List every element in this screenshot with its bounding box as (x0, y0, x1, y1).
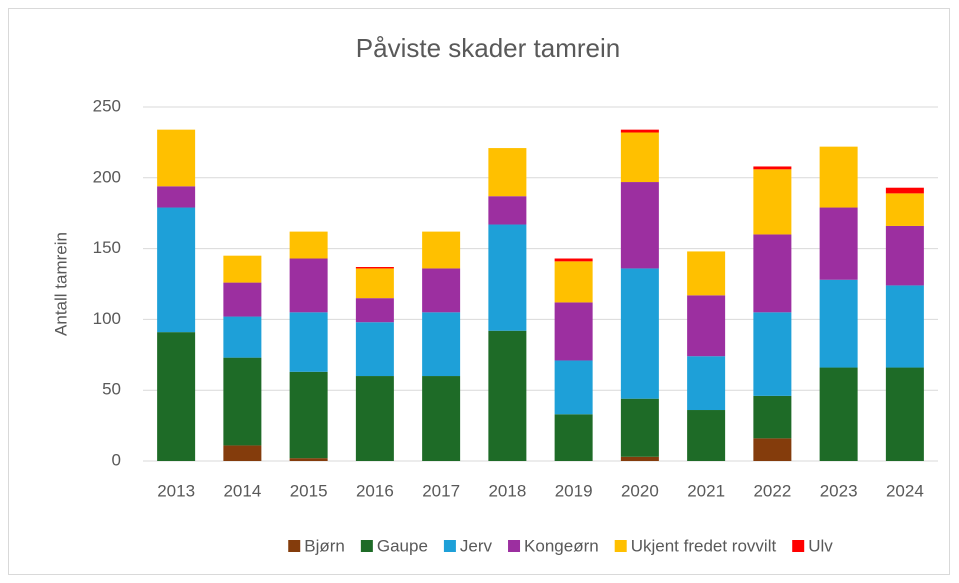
bar-segment (554, 258, 593, 262)
y-tick-label: 150 (93, 238, 121, 257)
x-tick-label: 2020 (621, 481, 659, 500)
bar-segment (687, 356, 726, 411)
bar-segment (355, 268, 394, 299)
bar-segment (289, 231, 328, 259)
bar-segment (753, 166, 792, 170)
bar-segment (355, 376, 394, 461)
legend-swatch (792, 540, 805, 552)
x-tick-label: 2023 (820, 481, 858, 500)
bar-segment (488, 148, 527, 197)
bar-segment (223, 357, 262, 446)
legend-label: Gaupe (377, 536, 428, 555)
bar-segment (488, 224, 527, 331)
bar-segment (157, 207, 196, 333)
bar-segment (885, 367, 924, 461)
bar-segment (554, 414, 593, 461)
bar-segment (422, 376, 461, 461)
legend-label: Ukjent fredet rovvilt (631, 536, 777, 555)
bar-segment (753, 395, 792, 439)
bar-segment (554, 261, 593, 303)
bar-segment (422, 268, 461, 313)
y-tick-label: 250 (93, 96, 121, 115)
bar-segment (885, 193, 924, 226)
legend-swatch (508, 540, 521, 552)
bar-segment (620, 398, 659, 457)
x-tick-label: 2018 (488, 481, 526, 500)
legend-label: Jerv (460, 536, 493, 555)
y-tick-label: 200 (93, 167, 121, 186)
bar-segment (885, 225, 924, 286)
bar-segment (620, 129, 659, 133)
bar-segment (554, 360, 593, 415)
x-tick-label: 2016 (356, 481, 394, 500)
bar-segment (422, 231, 461, 269)
bar-segment (687, 295, 726, 357)
bar-segment (157, 186, 196, 208)
bar-segment (289, 258, 328, 313)
bar-segment (422, 312, 461, 377)
y-axis-label: Antall tamrein (51, 232, 70, 336)
bar-segment (819, 146, 858, 208)
bar-segment (753, 169, 792, 235)
bar-segment (753, 234, 792, 313)
legend-label: Bjørn (304, 536, 345, 555)
bar-segment (620, 456, 659, 461)
bar-segment (687, 410, 726, 461)
chart-title: Påviste skader tamrein (356, 33, 620, 63)
legend-swatch (360, 540, 373, 552)
x-tick-label: 2013 (157, 481, 195, 500)
bar-segment (620, 182, 659, 269)
bar-segment (289, 458, 328, 461)
chart-border (8, 8, 950, 575)
bar-segment (819, 207, 858, 280)
y-tick-label: 100 (93, 309, 121, 328)
bar-segment (488, 330, 527, 461)
bar-segment (289, 312, 328, 372)
x-tick-label: 2014 (223, 481, 261, 500)
bar-segment (157, 129, 196, 187)
bar-segment (488, 196, 527, 225)
legend-label: Ulv (808, 536, 833, 555)
x-tick-label: 2021 (687, 481, 725, 500)
bar-segment (819, 279, 858, 368)
bar-segment (355, 267, 394, 269)
bar-segment (753, 438, 792, 461)
bar-segment (223, 282, 262, 317)
bar-segment (885, 285, 924, 368)
bar-segment (289, 371, 328, 459)
x-tick-label: 2017 (422, 481, 460, 500)
legend-swatch (614, 540, 627, 552)
bar-segment (885, 187, 924, 194)
bar-segment (687, 251, 726, 296)
bar-segment (157, 332, 196, 461)
bar-segment (223, 316, 262, 358)
x-tick-label: 2024 (886, 481, 924, 500)
bar-segment (355, 298, 394, 323)
x-tick-label: 2022 (753, 481, 791, 500)
bar-segment (620, 132, 659, 183)
legend-swatch (443, 540, 456, 552)
y-tick-label: 0 (112, 450, 121, 469)
bar-segment (620, 268, 659, 399)
bar-segment (819, 367, 858, 461)
x-tick-label: 2015 (290, 481, 328, 500)
y-tick-label: 50 (102, 380, 121, 399)
x-tick-label: 2019 (555, 481, 593, 500)
bar-segment (753, 312, 792, 396)
bar-segment (355, 322, 394, 377)
bar-segment (223, 445, 262, 461)
bar-segment (223, 255, 262, 283)
legend-swatch (288, 540, 301, 552)
bar-segment (554, 302, 593, 361)
legend-label: Kongeørn (524, 536, 599, 555)
